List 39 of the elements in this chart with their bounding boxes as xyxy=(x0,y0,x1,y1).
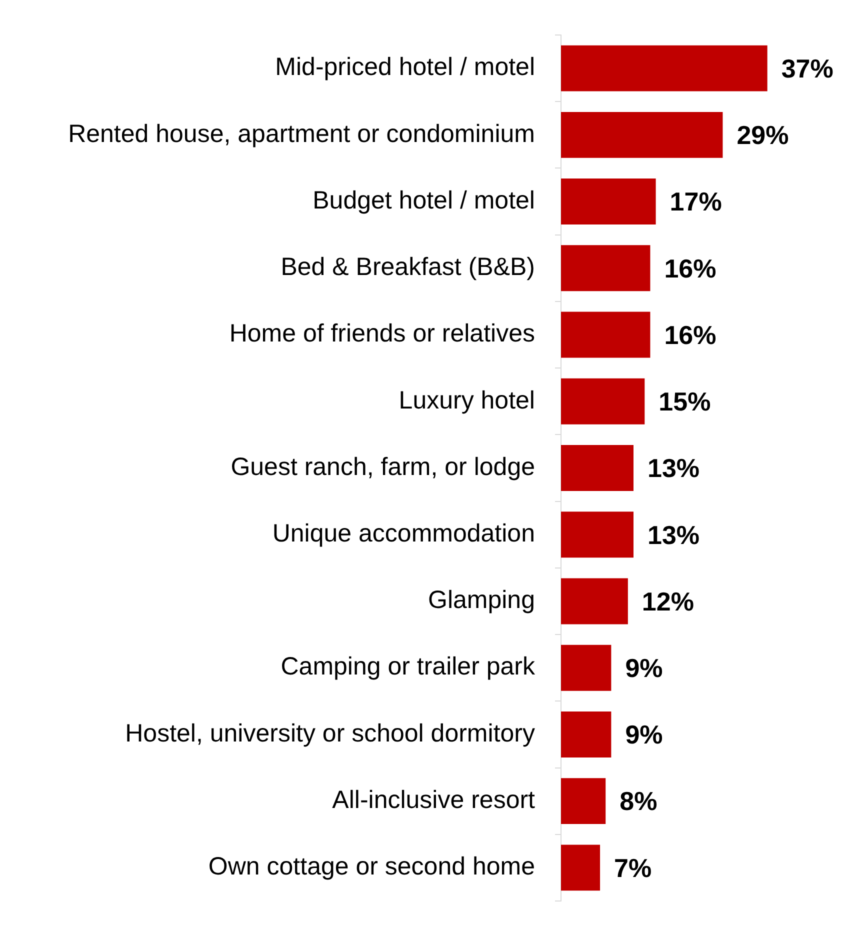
y-tick-label: Bed & Breakfast (B&B) xyxy=(280,253,535,282)
data-label: 37% xyxy=(781,53,834,84)
y-tick-label: Luxury hotel xyxy=(398,386,535,414)
y-tick-label: Hostel, university or school dormitory xyxy=(125,719,536,748)
bar xyxy=(561,778,606,824)
bar xyxy=(561,445,634,491)
data-label: 7% xyxy=(614,852,652,883)
data-label: 17% xyxy=(670,186,722,217)
bar xyxy=(561,578,628,624)
bar xyxy=(561,312,650,358)
y-tick-label: Rented house, apartment or condominium xyxy=(68,120,535,148)
data-label: 12% xyxy=(642,586,694,616)
data-label: 8% xyxy=(620,786,658,816)
bar xyxy=(561,711,612,758)
bar xyxy=(561,644,612,691)
data-label: 29% xyxy=(736,120,789,150)
bar xyxy=(561,844,600,891)
bar xyxy=(561,512,634,558)
data-label: 13% xyxy=(647,520,700,550)
y-tick-label: All-inclusive resort xyxy=(332,786,536,814)
data-label: 9% xyxy=(625,653,663,684)
y-tick-label: Unique accommodation xyxy=(272,520,535,548)
y-tick-label: Budget hotel / motel xyxy=(312,186,535,214)
bar xyxy=(561,378,645,424)
y-tick-label: Guest ranch, farm, or lodge xyxy=(230,452,535,481)
y-tick-label: Glamping xyxy=(428,586,535,614)
bar xyxy=(561,178,656,225)
data-label: 9% xyxy=(625,720,663,750)
y-tick-label: Mid-priced hotel / motel xyxy=(275,53,535,82)
bar xyxy=(561,45,768,92)
data-label: 15% xyxy=(658,386,711,417)
y-tick-label: Camping or trailer park xyxy=(280,652,536,681)
data-label: 16% xyxy=(664,320,716,350)
bar xyxy=(561,245,650,292)
data-label: 16% xyxy=(664,253,716,284)
y-tick-label: Own cottage or second home xyxy=(208,852,535,881)
bar xyxy=(561,112,723,158)
y-tick-label: Home of friends or relatives xyxy=(229,320,535,348)
data-label: 13% xyxy=(647,453,700,484)
